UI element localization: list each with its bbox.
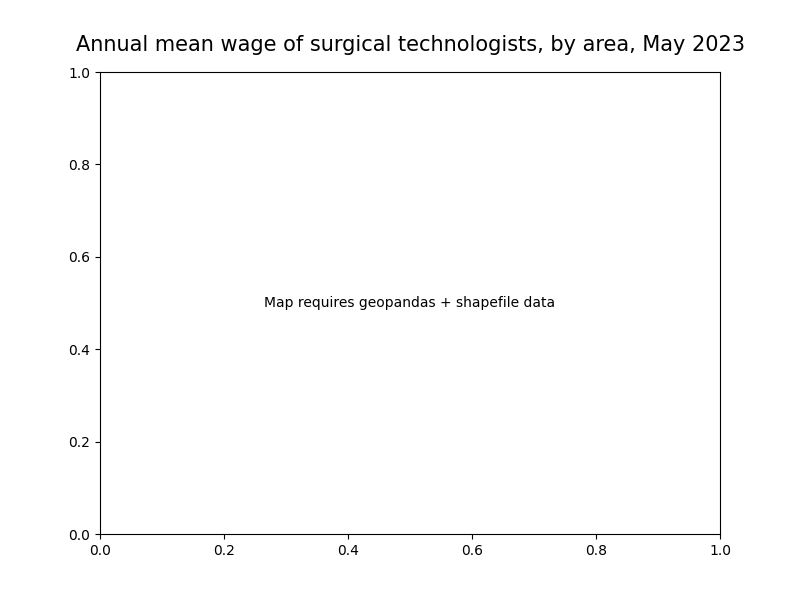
Text: Map requires geopandas + shapefile data: Map requires geopandas + shapefile data (265, 296, 555, 310)
Title: Annual mean wage of surgical technologists, by area, May 2023: Annual mean wage of surgical technologis… (75, 35, 745, 55)
